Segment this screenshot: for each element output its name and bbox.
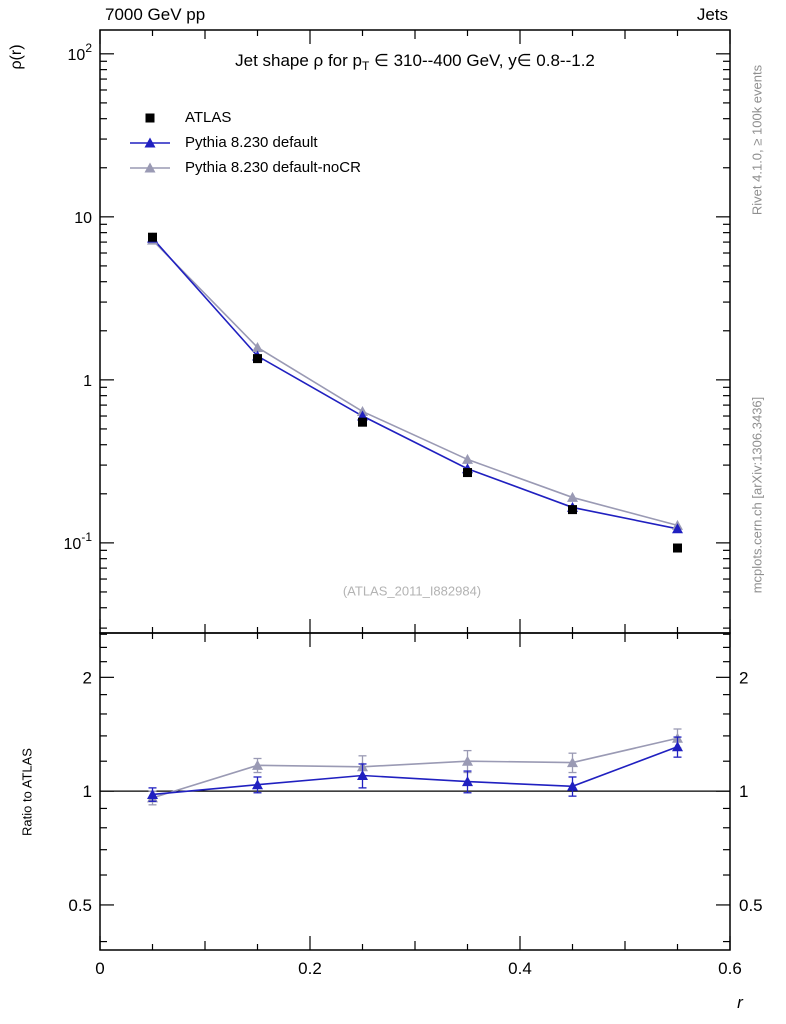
plot-title: Jet shape ρ for pT ∈ 310--400 GeV, y∈ 0.… <box>235 51 595 73</box>
svg-text:0.4: 0.4 <box>508 959 532 978</box>
line-triangle-marker-icon <box>130 162 170 172</box>
svg-text:10-1: 10-1 <box>64 530 93 553</box>
svg-text:0: 0 <box>95 959 104 978</box>
analysis-type-label: Jets <box>696 5 728 24</box>
legend-entry-atlas: ATLAS <box>128 109 361 126</box>
legend-entry-pythia-default: Pythia 8.230 default <box>128 134 361 151</box>
x-axis-label: r <box>737 993 743 1012</box>
svg-text:1: 1 <box>739 782 748 801</box>
svg-text:0.6: 0.6 <box>718 959 742 978</box>
svg-text:0.5: 0.5 <box>739 896 763 915</box>
legend: ATLAS Pythia 8.230 default Pythia 8.230 … <box>128 109 361 176</box>
plot-title-subscript: T <box>361 59 370 74</box>
svg-text:10: 10 <box>74 210 92 227</box>
legend-label: Pythia 8.230 default <box>185 134 318 151</box>
legend-label: Pythia 8.230 default-noCR <box>185 159 361 176</box>
svg-text:2: 2 <box>739 668 748 687</box>
ratio-y-axis-label: Ratio to ATLAS <box>19 748 35 836</box>
svg-text:0.5: 0.5 <box>68 896 92 915</box>
line-triangle-marker-icon <box>130 137 170 147</box>
plot-title-suffix: ∈ 310--400 GeV, y∈ 0.8--1.2 <box>369 50 595 70</box>
main-y-axis-label: ρ(r) <box>8 44 25 70</box>
rivet-version-note: Rivet 4.1.0, ≥ 100k events <box>749 64 765 216</box>
svg-text:102: 102 <box>68 41 93 64</box>
svg-text:1: 1 <box>83 373 92 390</box>
square-marker-icon <box>145 113 155 122</box>
mcplots-reference-note: mcplots.cern.ch [arXiv:1306.3436] <box>749 396 765 594</box>
svg-text:0.2: 0.2 <box>298 959 322 978</box>
legend-entry-pythia-nocr: Pythia 8.230 default-noCR <box>128 159 361 176</box>
analysis-id-watermark: (ATLAS_2011_I882984) <box>342 583 482 599</box>
beam-info-label: 7000 GeV pp <box>105 5 206 24</box>
legend-label: ATLAS <box>185 109 232 126</box>
plot-title-prefix: Jet shape ρ for p <box>235 50 362 70</box>
svg-text:2: 2 <box>83 668 92 687</box>
svg-text:1: 1 <box>83 782 92 801</box>
